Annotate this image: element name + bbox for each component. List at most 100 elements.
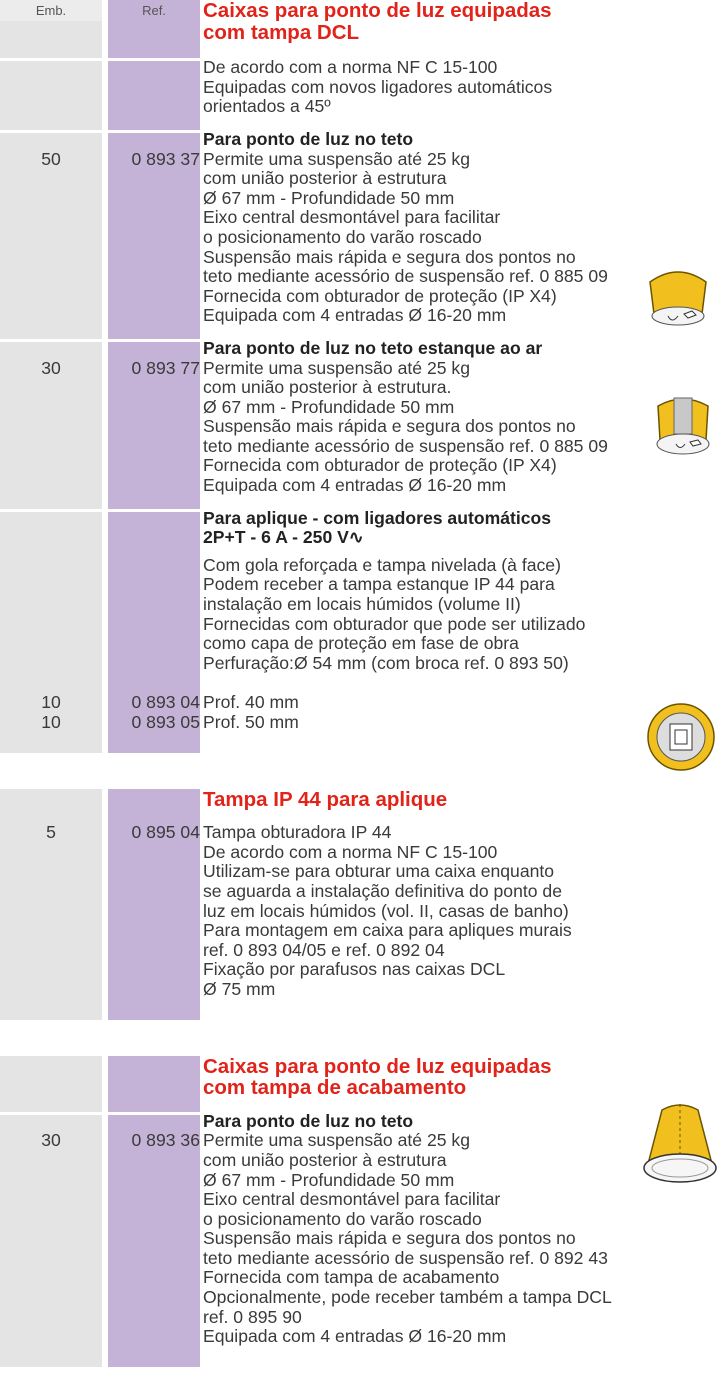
row: Para ponto de luz no teto xyxy=(0,129,719,150)
ref-cell xyxy=(108,58,200,78)
ref-cell xyxy=(108,1150,200,1171)
emb-cell xyxy=(0,456,102,477)
row: Fornecida com obturador de proteção (IP … xyxy=(0,456,719,477)
ref-cell xyxy=(108,247,200,268)
text-cell: se aguarda a instalação definitiva do po… xyxy=(203,881,562,901)
emb-cell xyxy=(0,1111,102,1132)
text-cell: Fornecida com obturador de proteção (IP … xyxy=(203,456,557,476)
text-cell: Ø 67 mm - Profundidade 50 mm xyxy=(203,1170,455,1190)
spacer xyxy=(0,43,719,59)
text-cell: Suspensão mais rápida e segura dos ponto… xyxy=(203,1229,576,1249)
ref-cell xyxy=(108,575,200,596)
ref-cell xyxy=(108,614,200,635)
row: 50 0 893 37 Permite uma suspensão até 25 k… xyxy=(0,149,719,170)
column-fill xyxy=(0,547,102,556)
ref-cell: 0 895 04 xyxy=(108,823,200,843)
text-cell: Fixação por parafusos nas caixas DCL xyxy=(203,960,506,980)
text-cell: teto mediante acessório de suspensão ref… xyxy=(203,1248,608,1268)
text-cell: Eixo central desmontável para facilitar xyxy=(203,1190,501,1210)
spacer xyxy=(0,495,719,509)
column-fill xyxy=(0,999,102,1020)
text-cell: ref. 0 893 04/05 e ref. 0 892 04 xyxy=(203,940,445,960)
emb-cell xyxy=(0,77,102,98)
emb-cell xyxy=(0,653,102,674)
text-cell: Ø 67 mm - Profundidade 50 mm xyxy=(203,397,455,417)
column-fill xyxy=(0,116,102,130)
ref-cell xyxy=(108,940,200,961)
row: Equipadas com novos ligadores automático… xyxy=(0,77,719,98)
column-fill xyxy=(0,810,102,824)
row: Equipada com 4 entradas Ø 16-20 mm xyxy=(0,306,719,326)
text-cell: instalação em locais húmidos (volume II) xyxy=(203,595,521,615)
emb-cell: 30 xyxy=(0,1131,102,1151)
emb-cell xyxy=(0,921,102,941)
emb-cell xyxy=(0,21,102,44)
ref-cell: 0 893 05 xyxy=(108,712,200,733)
emb-cell xyxy=(0,1190,102,1210)
emb-cell xyxy=(0,1248,102,1269)
ref-cell xyxy=(108,1170,200,1191)
emb-cell xyxy=(0,208,102,228)
ref-cell: 0 893 36 xyxy=(108,1131,200,1151)
spacer xyxy=(0,325,719,339)
product-image xyxy=(647,703,715,771)
emb-cell xyxy=(0,306,102,326)
ref-cell xyxy=(108,555,200,576)
emb-cell xyxy=(0,129,102,150)
row: Podem receber a tampa estanque IP 44 par… xyxy=(0,575,719,596)
row: De acordo com a norma NF C 15-100 xyxy=(0,58,719,78)
ref-cell xyxy=(108,881,200,902)
ref-cell xyxy=(108,595,200,615)
row: teto mediante acessório de suspensão ref… xyxy=(0,1248,719,1269)
ref-cell xyxy=(108,1055,200,1078)
text-cell: Para aplique - com ligadores automáticos xyxy=(203,508,552,528)
row: luz em locais húmidos (vol. II, casas de… xyxy=(0,901,719,922)
row: 30 0 893 77 Permite uma suspensão até 25 k… xyxy=(0,358,719,379)
emb-cell xyxy=(0,378,102,398)
text-cell: com união posterior à estrutura. xyxy=(203,378,452,398)
emb-cell xyxy=(0,1268,102,1289)
ref-cell xyxy=(108,208,200,228)
ref-cell xyxy=(108,227,200,248)
ref-cell xyxy=(108,1190,200,1210)
text-cell: Ø 75 mm xyxy=(203,979,276,999)
row: Ø 67 mm - Profundidade 50 mm xyxy=(0,188,719,209)
emb-cell: 5 xyxy=(0,823,102,843)
ref-cell xyxy=(108,286,200,307)
ref-cell xyxy=(108,1288,200,1308)
ref-cell xyxy=(108,397,200,418)
text-cell: Permite uma suspensão até 25 kg xyxy=(203,149,470,169)
ref-cell: 0 893 04 xyxy=(108,693,200,713)
column-fill xyxy=(108,1098,200,1112)
text-cell: Tampa IP 44 para aplique xyxy=(203,788,448,811)
column-fill xyxy=(0,1346,102,1367)
column-fill xyxy=(108,732,200,753)
row: com união posterior à estrutura. xyxy=(0,378,719,398)
text-cell: o posicionamento do varão roscado xyxy=(203,227,482,247)
emb-cell xyxy=(0,286,102,307)
product-block: Tampa IP 44 para aplique 5 0 895 04 Tampa o… xyxy=(0,753,719,1020)
text-cell: Prof. 50 mm xyxy=(203,713,299,732)
product-block: Caixas para ponto de luz equipadas com ta… xyxy=(0,0,719,753)
product-image xyxy=(649,271,707,326)
text-cell: como capa de proteção em fase de obra xyxy=(203,634,519,654)
text-cell: Suspensão mais rápida e segura dos ponto… xyxy=(203,417,576,437)
column-fill xyxy=(0,673,102,694)
column-fill xyxy=(108,1346,200,1367)
text-cell: Opcionalmente, pode receber também a tam… xyxy=(203,1288,612,1308)
ref-cell xyxy=(108,129,200,150)
text-cell: Para ponto de luz no teto xyxy=(203,1111,414,1131)
column-fill xyxy=(0,732,102,753)
spacer xyxy=(0,1346,719,1367)
row: Fornecida com tampa de acabamento xyxy=(0,1268,719,1289)
emb-cell xyxy=(0,595,102,615)
text-cell: De acordo com a norma NF C 15-100 xyxy=(203,58,498,78)
column-fill xyxy=(0,43,102,59)
ref-cell xyxy=(108,188,200,209)
emb-cell xyxy=(0,58,102,78)
emb-cell xyxy=(0,1307,102,1328)
row: teto mediante acessório de suspensão ref… xyxy=(0,267,719,287)
emb-cell xyxy=(0,436,102,457)
ref-cell xyxy=(108,456,200,477)
